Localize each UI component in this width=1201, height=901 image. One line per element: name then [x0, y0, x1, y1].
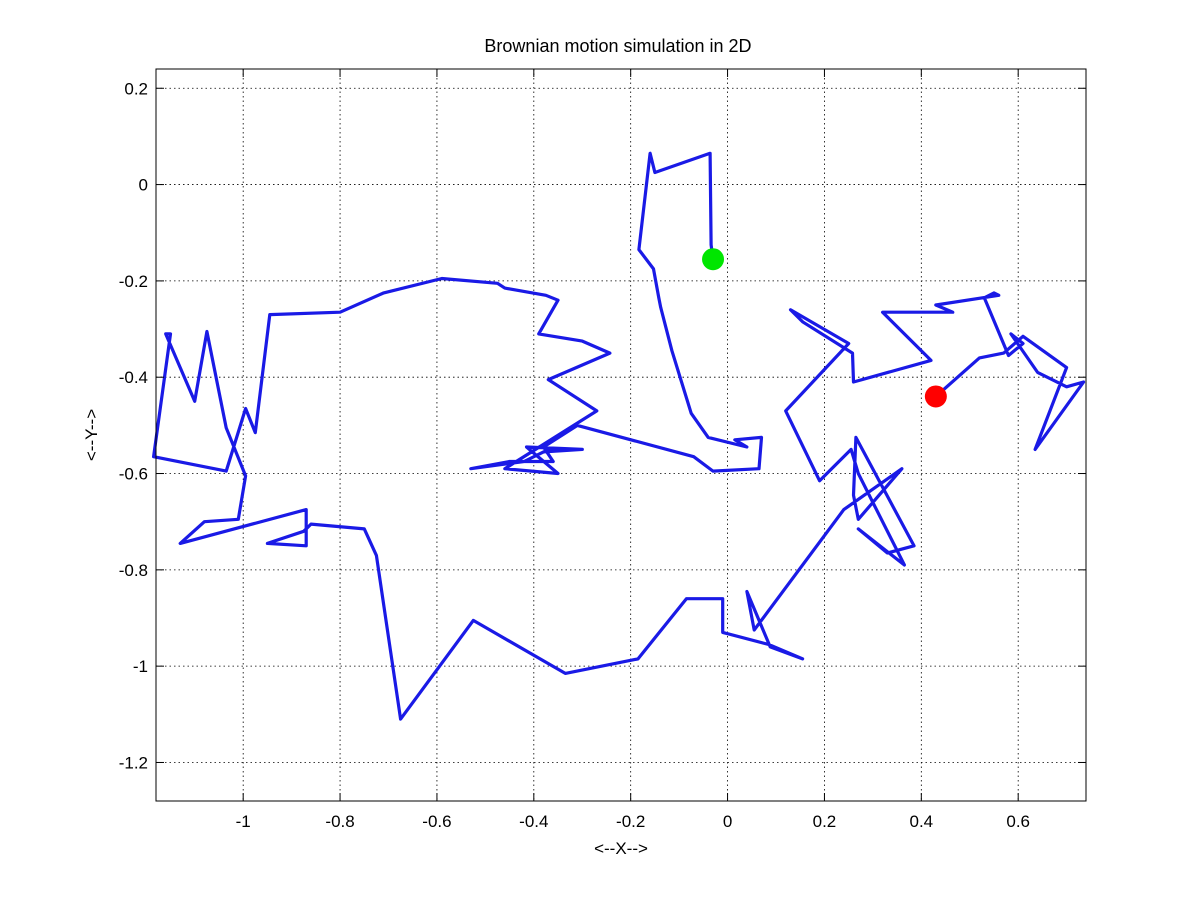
x-tick-label: -1 [236, 812, 251, 831]
x-tick-label: -0.2 [616, 812, 645, 831]
plot-area-frame [155, 68, 1087, 802]
x-axis-label: <--X--> [594, 839, 648, 858]
chart-title: Brownian motion simulation in 2D [484, 36, 751, 56]
end-point-marker [924, 385, 947, 408]
x-tick-label: 0.6 [1006, 812, 1030, 831]
x-tick-label: -0.4 [519, 812, 548, 831]
x-tick-label: -0.6 [422, 812, 451, 831]
y-tick-label: -0.6 [119, 465, 148, 484]
y-axis-label: <--Y--> [82, 409, 101, 461]
y-tick-label: -1 [133, 657, 148, 676]
y-tick-label: -1.2 [119, 753, 148, 772]
y-tick-label: -0.4 [119, 368, 148, 387]
x-tick-label: -0.8 [325, 812, 354, 831]
x-tick-label: 0 [723, 812, 732, 831]
x-tick-label: 0.2 [813, 812, 837, 831]
y-axis-ticks: 0.2 0 -0.2 -0.4 -0.6 -0.8 -1 -1.2 [119, 79, 1086, 772]
y-tick-label: -0.8 [119, 561, 148, 580]
x-axis-ticks: -1 -0.8 -0.6 -0.4 -0.2 0 0.2 0.4 0.6 [236, 69, 1030, 831]
brownian-path-line [152, 151, 1086, 721]
trajectory-path [152, 151, 1086, 721]
y-tick-label: 0 [139, 176, 148, 195]
y-tick-label: 0.2 [124, 79, 148, 98]
start-point-marker [702, 248, 725, 271]
position-markers [702, 248, 947, 408]
grid-lines [156, 69, 1086, 801]
y-tick-label: -0.2 [119, 272, 148, 291]
x-tick-label: 0.4 [909, 812, 933, 831]
